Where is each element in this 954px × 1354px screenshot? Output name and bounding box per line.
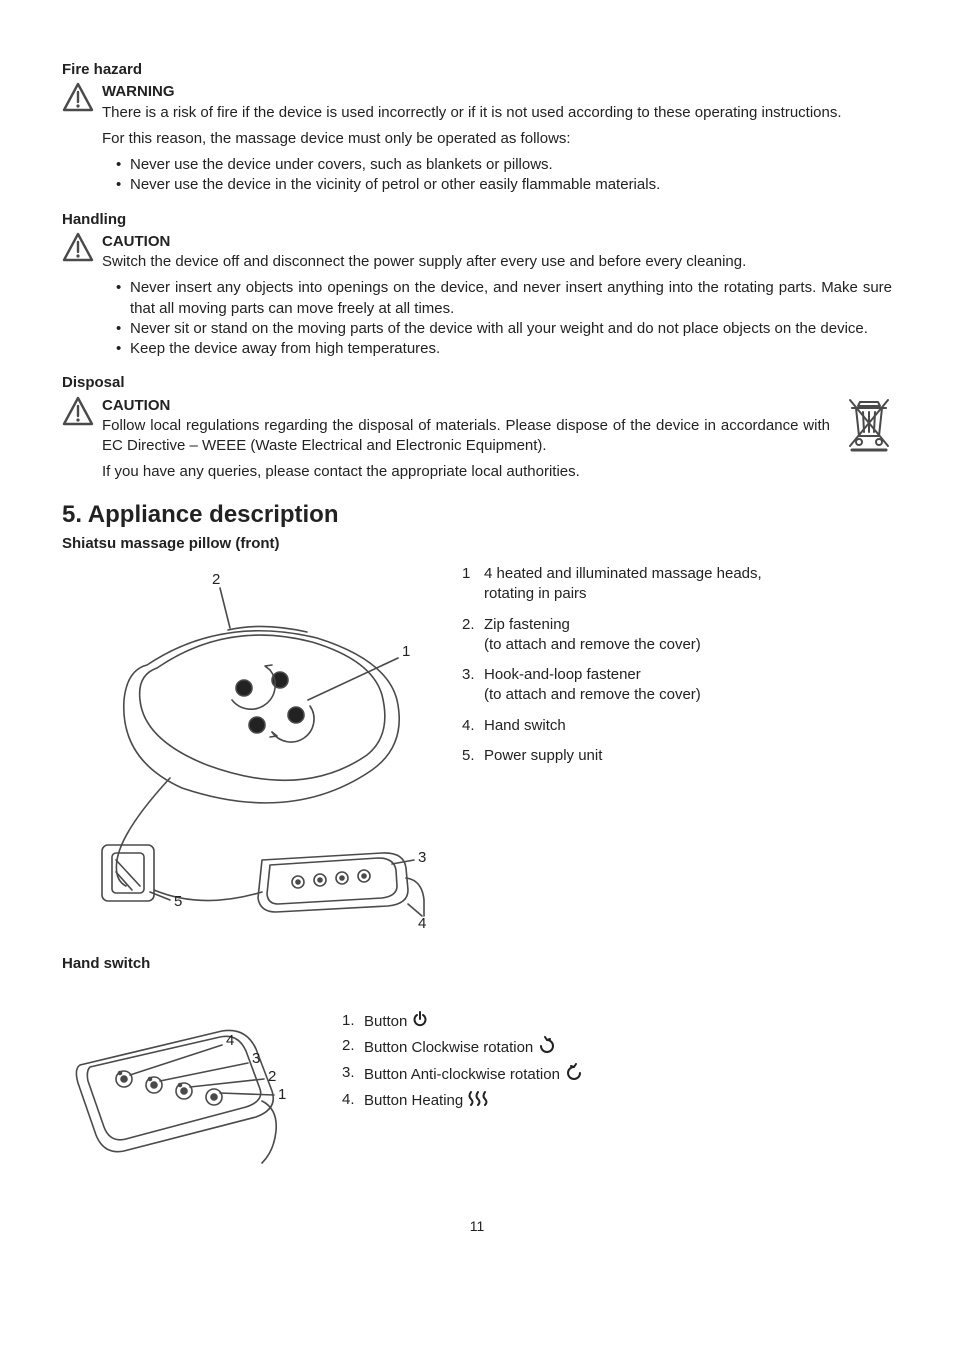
- handswitch-item: 4. Button Heating: [342, 1090, 892, 1112]
- handling-bullet: Never insert any objects into openings o…: [116, 278, 892, 319]
- item-label: Button: [364, 1013, 412, 1030]
- heating-icon: [467, 1093, 489, 1110]
- item-label: Button Anti-clockwise rotation: [364, 1066, 564, 1083]
- item-text: Power supply unit: [484, 746, 602, 766]
- item-line1: Zip fastening: [484, 616, 570, 633]
- item-text: Button Clockwise rotation: [364, 1036, 557, 1060]
- item-text: Button: [364, 1011, 428, 1033]
- disposal-p2: If you have any queries, please contact …: [102, 462, 830, 482]
- item-text: 4 heated and illuminated massage heads, …: [484, 564, 762, 605]
- clockwise-icon: [537, 1041, 557, 1058]
- appliance-desc-list: 1 4 heated and illuminated massage heads…: [462, 560, 892, 936]
- disposal-body: CAUTION Follow local regulations regardi…: [102, 396, 892, 489]
- handswitch-title: Hand switch: [62, 954, 892, 974]
- appliance-item: 3. Hook-and-loop fastener (to attach and…: [462, 665, 892, 706]
- fire-bullet: Never use the device in the vicinity of …: [116, 175, 892, 195]
- hs-label-1: 1: [278, 1086, 286, 1103]
- disposal-heading: Disposal: [62, 373, 892, 393]
- item-num: 4.: [462, 716, 478, 736]
- item-num: 1: [462, 564, 478, 605]
- fire-p2: For this reason, the massage device must…: [102, 129, 892, 149]
- item-text: Button Anti-clockwise rotation: [364, 1063, 584, 1087]
- fire-label: WARNING: [102, 82, 892, 102]
- item-line1: 4 heated and illuminated massage heads,: [484, 565, 762, 582]
- warning-icon: [62, 396, 94, 432]
- warning-icon: [62, 82, 94, 118]
- handswitch-row: 1 2 3 4 1. Button 2. Button Clockwise ro…: [62, 981, 892, 1177]
- item-line2: rotating in pairs: [484, 585, 587, 602]
- power-icon: [412, 1014, 428, 1031]
- fire-bullets: Never use the device under covers, such …: [102, 155, 892, 196]
- fire-body: WARNING There is a risk of fire if the d…: [102, 82, 892, 201]
- weee-icon: [846, 396, 892, 458]
- handling-body: CAUTION Switch the device off and discon…: [102, 232, 892, 366]
- item-num: 5.: [462, 746, 478, 766]
- diagram-label-5: 5: [174, 893, 182, 910]
- appliance-item: 2. Zip fastening (to attach and remove t…: [462, 615, 892, 656]
- item-text: Hook-and-loop fastener (to attach and re…: [484, 665, 701, 706]
- item-num: 2.: [462, 615, 478, 656]
- hs-label-2: 2: [268, 1068, 276, 1085]
- appliance-subtitle: Shiatsu massage pillow (front): [62, 534, 892, 554]
- handling-p1: Switch the device off and disconnect the…: [102, 252, 892, 272]
- disposal-label: CAUTION: [102, 396, 830, 416]
- appliance-item: 4. Hand switch: [462, 716, 892, 736]
- disposal-block: CAUTION Follow local regulations regardi…: [62, 396, 892, 489]
- item-label: Button Clockwise rotation: [364, 1039, 537, 1056]
- item-line1: Hook-and-loop fastener: [484, 666, 641, 683]
- diagram-label-1: 1: [402, 643, 410, 660]
- fire-bullet: Never use the device under covers, such …: [116, 155, 892, 175]
- handling-bullet: Never sit or stand on the moving parts o…: [116, 319, 892, 339]
- appliance-item: 5. Power supply unit: [462, 746, 892, 766]
- handswitch-diagram: 1 2 3 4: [62, 981, 322, 1177]
- item-num: 3.: [462, 665, 478, 706]
- handswitch-item: 3. Button Anti-clockwise rotation: [342, 1063, 892, 1087]
- hs-label-4: 4: [226, 1032, 234, 1049]
- anticlockwise-icon: [564, 1068, 584, 1085]
- item-line1: Hand switch: [484, 717, 566, 734]
- item-label: Button Heating: [364, 1092, 467, 1109]
- handling-block: CAUTION Switch the device off and discon…: [62, 232, 892, 366]
- item-text: Hand switch: [484, 716, 566, 736]
- diagram-label-4: 4: [418, 915, 426, 930]
- fire-block: WARNING There is a risk of fire if the d…: [62, 82, 892, 201]
- item-num: 4.: [342, 1090, 358, 1112]
- diagram-label-3: 3: [418, 849, 426, 866]
- appliance-row: 1 2 3 4 5 1 4 heated and illuminated mas…: [62, 560, 892, 936]
- diagram-label-2: 2: [212, 571, 220, 588]
- item-num: 3.: [342, 1063, 358, 1087]
- handling-label: CAUTION: [102, 232, 892, 252]
- item-text: Button Heating: [364, 1090, 489, 1112]
- handswitch-item: 1. Button: [342, 1011, 892, 1033]
- handswitch-desc-list: 1. Button 2. Button Clockwise rotation 3…: [342, 981, 892, 1177]
- hs-label-3: 3: [252, 1050, 260, 1067]
- disposal-p1: Follow local regulations regarding the d…: [102, 416, 830, 457]
- item-line2: (to attach and remove the cover): [484, 686, 701, 703]
- fire-heading: Fire hazard: [62, 60, 892, 80]
- disposal-text: CAUTION Follow local regulations regardi…: [102, 396, 830, 489]
- item-line2: (to attach and remove the cover): [484, 636, 701, 653]
- item-text: Zip fastening (to attach and remove the …: [484, 615, 701, 656]
- handswitch-item: 2. Button Clockwise rotation: [342, 1036, 892, 1060]
- item-num: 1.: [342, 1011, 358, 1033]
- appliance-title: 5. Appliance description: [62, 499, 892, 531]
- handling-heading: Handling: [62, 210, 892, 230]
- handling-bullet: Keep the device away from high temperatu…: [116, 339, 892, 359]
- page-number: 11: [62, 1217, 892, 1236]
- appliance-item: 1 4 heated and illuminated massage heads…: [462, 564, 892, 605]
- item-num: 2.: [342, 1036, 358, 1060]
- warning-icon: [62, 232, 94, 268]
- item-line1: Power supply unit: [484, 747, 602, 764]
- fire-p1: There is a risk of fire if the device is…: [102, 103, 892, 123]
- handling-bullets: Never insert any objects into openings o…: [102, 278, 892, 359]
- pillow-diagram: 1 2 3 4 5: [62, 560, 442, 936]
